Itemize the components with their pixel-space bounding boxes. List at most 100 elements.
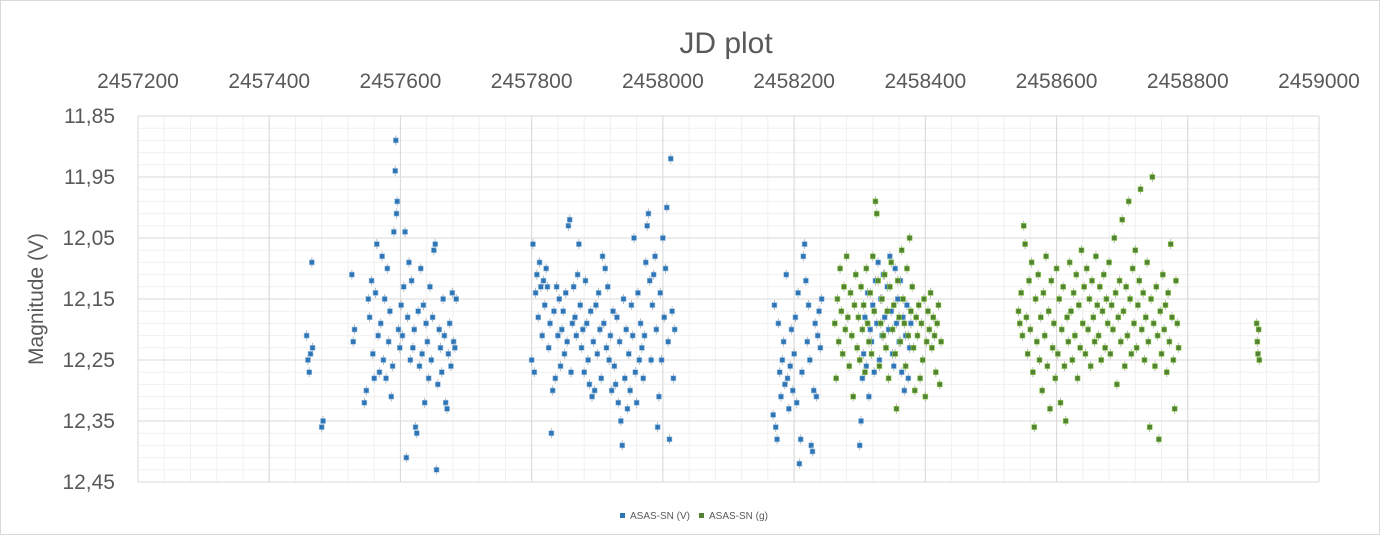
- data-point: [1053, 265, 1060, 272]
- data-point: [1060, 283, 1066, 290]
- data-point: [1160, 271, 1166, 278]
- data-point: [1040, 290, 1047, 296]
- y-tick-label: 12,35: [62, 410, 115, 433]
- data-point: [793, 399, 800, 406]
- data-point: [406, 259, 412, 266]
- data-point: [393, 137, 399, 144]
- data-point: [535, 314, 542, 321]
- data-point: [385, 338, 392, 345]
- data-point: [318, 424, 325, 430]
- data-point: [870, 253, 876, 260]
- data-point: [350, 338, 357, 345]
- data-point: [931, 332, 938, 339]
- data-point: [933, 369, 939, 376]
- data-point: [1017, 320, 1023, 327]
- data-point: [581, 369, 587, 376]
- data-point: [866, 393, 872, 400]
- data-point: [552, 375, 559, 382]
- data-point: [889, 326, 896, 333]
- data-point: [859, 326, 866, 333]
- data-point: [1051, 320, 1057, 327]
- data-point: [856, 357, 863, 363]
- data-point: [873, 210, 880, 217]
- data-point: [618, 418, 624, 424]
- data-point: [614, 314, 620, 321]
- data-point: [881, 271, 888, 278]
- data-point: [421, 399, 428, 406]
- data-point: [1116, 277, 1123, 284]
- data-point: [913, 314, 919, 321]
- legend-marker-g: [699, 513, 704, 518]
- y-tick-label: 11,85: [64, 105, 115, 128]
- data-point: [392, 168, 398, 174]
- data-point: [1024, 351, 1031, 357]
- data-point: [834, 296, 841, 302]
- data-point: [1103, 296, 1110, 302]
- data-point: [771, 302, 778, 308]
- data-point: [440, 296, 446, 302]
- data-point: [615, 399, 622, 406]
- data-point: [1142, 314, 1149, 321]
- data-point: [917, 375, 923, 382]
- data-point: [784, 375, 791, 382]
- data-point: [435, 381, 441, 388]
- data-point: [1166, 338, 1173, 345]
- data-point: [864, 320, 871, 327]
- data-point: [375, 332, 381, 339]
- data-point: [875, 259, 881, 266]
- y-tick-label: 12,25: [62, 349, 115, 372]
- data-point: [387, 308, 393, 315]
- data-point: [598, 375, 605, 382]
- data-point: [1125, 198, 1132, 205]
- data-point: [303, 332, 310, 339]
- data-point: [862, 314, 868, 321]
- data-point: [814, 332, 821, 339]
- data-point: [381, 296, 388, 302]
- data-point: [417, 265, 424, 272]
- data-point: [934, 320, 940, 327]
- data-point: [664, 204, 670, 211]
- data-point: [908, 308, 914, 315]
- data-point: [559, 326, 565, 333]
- data-point: [779, 357, 786, 363]
- data-point: [534, 271, 540, 278]
- data-point: [1161, 326, 1167, 333]
- data-point: [414, 430, 420, 437]
- data-point: [1090, 314, 1097, 321]
- data-point: [887, 253, 893, 260]
- data-point: [374, 241, 380, 247]
- data-point: [305, 357, 311, 363]
- grid: [137, 115, 1320, 483]
- x-tick-label: 2457600: [360, 70, 442, 93]
- data-point: [639, 344, 645, 351]
- data-point: [580, 326, 586, 333]
- data-point: [396, 344, 403, 351]
- data-point: [796, 460, 803, 467]
- data-point: [541, 302, 548, 308]
- data-point: [1140, 290, 1146, 296]
- data-point: [384, 265, 391, 272]
- data-point: [862, 369, 868, 376]
- data-point: [637, 320, 644, 327]
- data-point: [856, 442, 863, 449]
- data-point: [556, 296, 563, 302]
- data-point: [775, 320, 782, 327]
- data-point: [1039, 387, 1045, 394]
- data-point: [831, 320, 838, 327]
- data-point: [643, 259, 649, 266]
- data-point: [1077, 344, 1083, 351]
- data-point: [543, 265, 549, 272]
- data-point: [1137, 186, 1144, 192]
- data-point: [570, 283, 577, 290]
- data-point: [624, 405, 631, 412]
- data-point: [429, 314, 436, 321]
- data-point: [1083, 265, 1090, 272]
- data-point: [433, 466, 440, 473]
- data-point: [1065, 338, 1072, 345]
- data-point: [611, 363, 618, 369]
- data-point: [1091, 338, 1098, 345]
- data-point: [805, 302, 812, 308]
- data-point: [564, 338, 570, 345]
- data-point: [1112, 290, 1119, 296]
- data-point: [780, 338, 787, 345]
